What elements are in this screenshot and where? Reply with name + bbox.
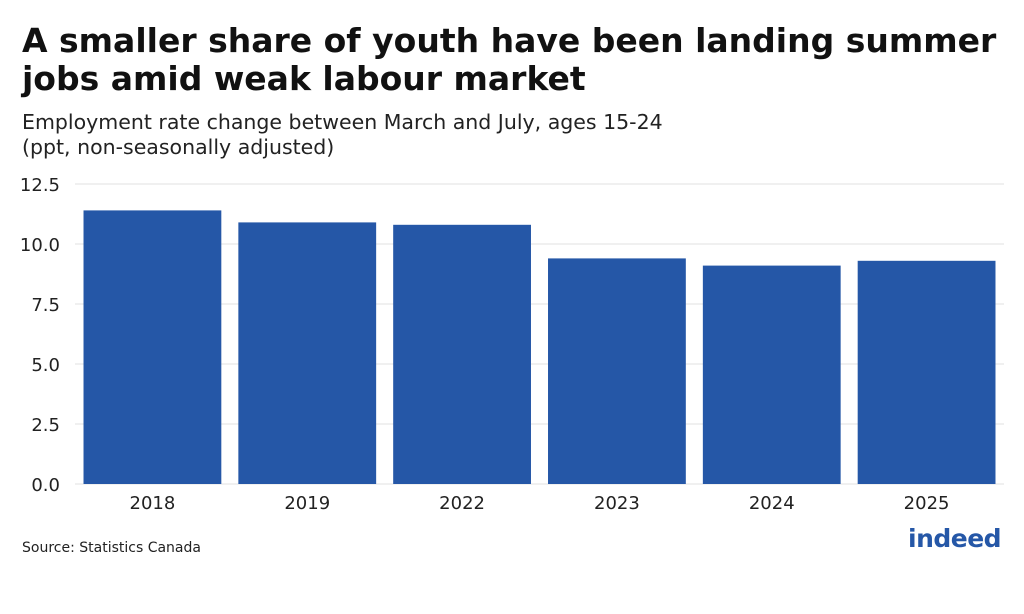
x-tick-label: 2024 [749, 493, 795, 514]
x-tick-label: 2025 [904, 493, 950, 514]
bars [83, 210, 996, 485]
bar-2022 [393, 224, 531, 485]
x-tick-label: 2022 [439, 493, 485, 514]
y-axis-ticks: 0.0 2.5 5.0 7.5 10.0 12.5 [20, 175, 60, 496]
y-tick-label: 2.5 [31, 415, 60, 436]
y-tick-label: 10.0 [20, 235, 60, 256]
x-tick-label: 2018 [130, 493, 176, 514]
x-tick-label: 2023 [594, 493, 640, 514]
subtitle-line-2: (ppt, non-seasonally adjusted) [22, 135, 335, 159]
y-tick-label: 5.0 [31, 355, 60, 376]
bar-2023 [548, 258, 686, 484]
y-tick-label: 0.0 [31, 475, 60, 496]
chart-subtitle: Employment rate change between March and… [22, 110, 1012, 160]
gridlines [75, 183, 1004, 485]
x-tick-label: 2019 [284, 493, 330, 514]
bar-2025 [857, 260, 996, 484]
subtitle-line-1: Employment rate change between March and… [22, 110, 663, 134]
bar-2019 [238, 222, 377, 484]
indeed-logo: indeed [908, 524, 1002, 553]
y-tick-label: 7.5 [31, 295, 60, 316]
y-tick-label: 12.5 [20, 175, 60, 196]
bar-2018 [83, 210, 222, 484]
x-axis-ticks: 2018 2019 2022 2023 2024 2025 [130, 493, 950, 514]
source-note: Source: Statistics Canada [22, 540, 201, 556]
bar-2024 [702, 265, 841, 484]
chart-title: A smaller share of youth have been landi… [22, 21, 997, 98]
